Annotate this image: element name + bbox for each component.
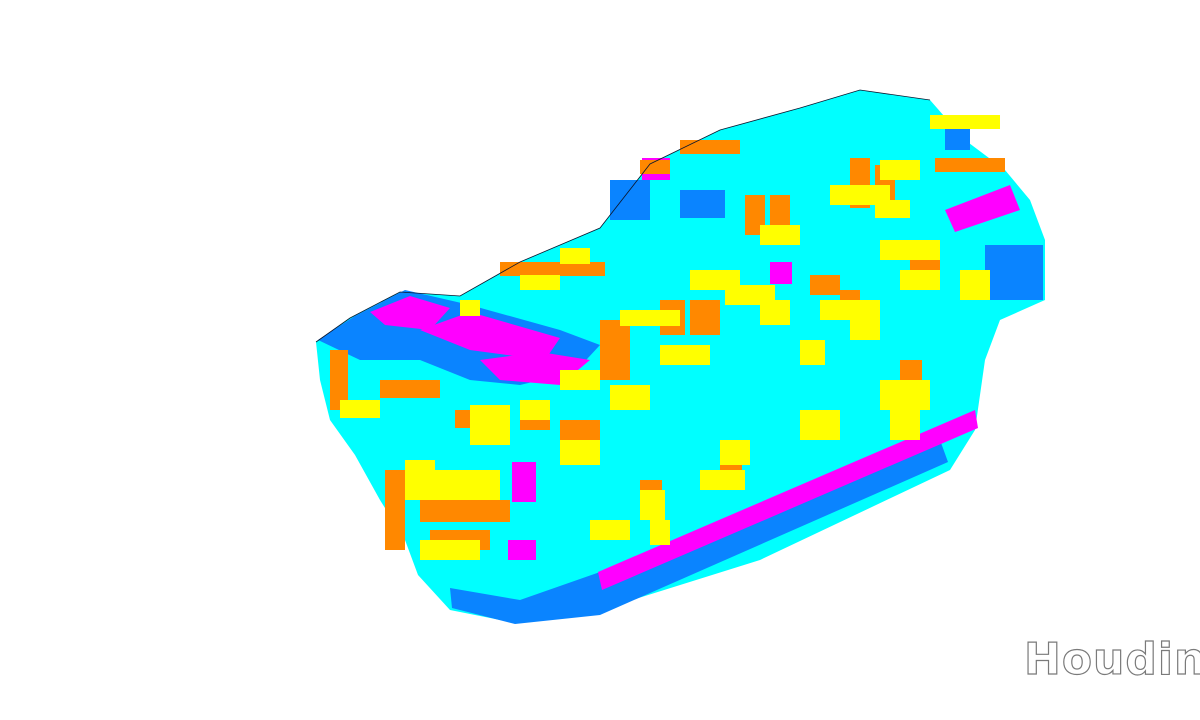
yellow-voxel-17 xyxy=(520,400,550,420)
yellow-voxel-16 xyxy=(470,405,510,445)
rear-block-blue xyxy=(985,245,1043,300)
voxel-details xyxy=(315,89,1043,560)
orange-voxel-12 xyxy=(330,350,348,410)
yellow-voxel-0 xyxy=(520,275,560,290)
orange-voxel-25 xyxy=(600,330,625,355)
yellow-voxel-34 xyxy=(590,520,630,540)
front-block-stripe-1 xyxy=(370,296,450,330)
yellow-voxel-21 xyxy=(720,440,750,465)
yellow-voxel-24 xyxy=(890,410,920,440)
houdini-watermark: Houdini xyxy=(1023,634,1200,685)
yellow-voxel-5 xyxy=(820,300,880,320)
yellow-voxel-29 xyxy=(460,300,480,316)
yellow-voxel-10 xyxy=(875,200,910,218)
yellow-voxel-30 xyxy=(880,160,920,180)
orange-voxel-13 xyxy=(380,380,440,398)
rear-top-blue xyxy=(680,190,725,218)
yellow-voxel-22 xyxy=(800,410,840,440)
yellow-voxel-23 xyxy=(880,380,930,410)
yellow-voxel-6 xyxy=(850,320,880,340)
orange-voxel-18 xyxy=(420,500,510,522)
yellow-voxel-35 xyxy=(650,520,670,545)
yellow-voxel-31 xyxy=(960,270,990,300)
yellow-voxel-18 xyxy=(560,440,600,465)
mid-magenta-cube xyxy=(770,262,792,284)
base-band-magenta xyxy=(598,410,978,590)
orange-voxel-16 xyxy=(560,420,600,442)
yellow-voxel-26 xyxy=(420,470,500,500)
front-block-stripe-2 xyxy=(420,312,560,360)
yellow-voxel-13 xyxy=(660,345,710,365)
rear-cap-blue xyxy=(945,128,970,150)
yellow-voxel-12 xyxy=(620,310,680,326)
yellow-voxel-14 xyxy=(610,385,650,410)
orange-voxel-3 xyxy=(935,158,1005,172)
yellow-voxel-1 xyxy=(560,248,590,264)
yellow-voxel-11 xyxy=(930,115,1000,129)
orange-voxel-10 xyxy=(690,300,720,335)
orange-voxel-2 xyxy=(680,140,740,154)
yellow-voxel-28 xyxy=(340,400,380,418)
orange-voxel-17 xyxy=(385,470,405,550)
yellow-voxel-19 xyxy=(640,490,665,520)
yellow-voxel-27 xyxy=(420,540,480,560)
silhouette-edge xyxy=(315,89,931,343)
yellow-voxel-4 xyxy=(760,225,800,245)
orange-voxel-24 xyxy=(810,275,840,295)
front-magenta-cube xyxy=(508,540,536,560)
yellow-voxel-20 xyxy=(700,470,745,490)
yellow-voxel-33 xyxy=(760,300,790,325)
orange-voxel-0 xyxy=(500,262,605,276)
yellow-voxel-8 xyxy=(900,270,940,290)
yellow-voxel-7 xyxy=(880,240,940,260)
orange-voxel-1 xyxy=(640,160,670,174)
yellow-voxel-32 xyxy=(800,340,825,365)
front-magenta-post xyxy=(512,462,536,502)
rear-corner-blue xyxy=(610,180,650,220)
yellow-voxel-15 xyxy=(560,370,600,390)
rear-magenta-bar xyxy=(945,185,1020,232)
